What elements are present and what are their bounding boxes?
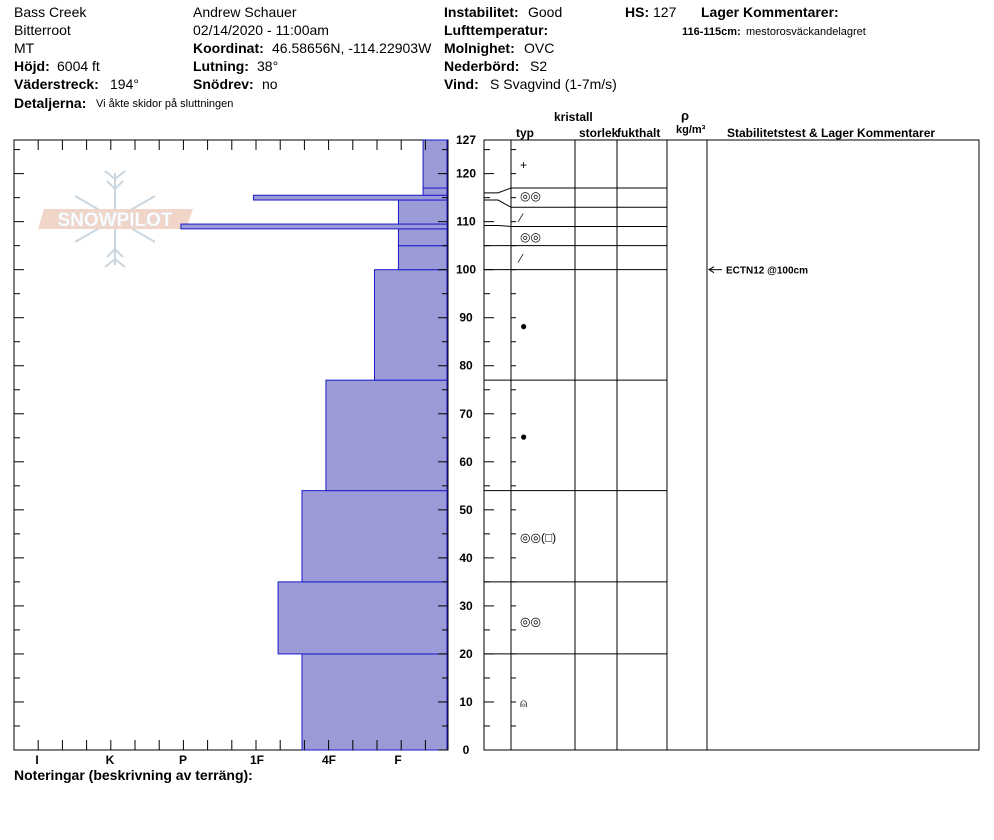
stability-column-header: Stabilitetstest & Lager Kommentarer (727, 126, 936, 140)
grain-type-symbol: ◎◎ (520, 230, 541, 244)
aspect-value: 194° (110, 76, 139, 92)
hs-value: 127 (653, 4, 677, 20)
depth-tick-label: 120 (456, 167, 476, 181)
layer-boundary-lines (484, 139, 667, 751)
grain-type-symbol: ◎◎(□) (520, 530, 556, 544)
depth-tick-label: 0 (463, 743, 470, 757)
airtemp-label: Lufttemperatur: (444, 22, 549, 38)
slope-value: 38° (257, 58, 279, 74)
datetime: 02/14/2020 - 11:00am (193, 22, 329, 38)
stability-value: Good (528, 4, 563, 20)
grain-type-symbol: ⍝ (520, 696, 527, 710)
depth-tick-label: 50 (459, 503, 473, 517)
precip-label: Nederbörd: (444, 58, 520, 74)
hardness-tick-label: 4F (322, 753, 336, 767)
grain-type-symbol: ◎◎ (520, 189, 541, 203)
hardness-tick-label: 1F (250, 753, 264, 767)
depth-tick-label: 10 (459, 695, 473, 709)
hardness-bar (397, 199, 448, 225)
type-header: typ (516, 126, 534, 140)
layer-table-frame (483, 139, 980, 751)
hardness-bar (277, 581, 448, 655)
hardness-plot-frame (13, 139, 449, 751)
moisture-header: fukthalt (617, 126, 661, 140)
hardness-bar (397, 228, 448, 247)
layer-boundary-connector (484, 199, 512, 208)
hardness-bars (180, 139, 448, 751)
hardness-bar (374, 269, 448, 381)
wind-value: S Svagvind (1-7m/s) (490, 76, 617, 92)
hardness-tick-label: I (35, 753, 38, 767)
precip-value: S2 (530, 58, 548, 74)
observer: Andrew Schauer (193, 4, 297, 20)
depth-tick-label: 70 (459, 407, 473, 421)
wind-label: Vind: (444, 76, 479, 92)
sky-label: Molnighet: (444, 40, 515, 56)
hardness-bar (397, 245, 448, 271)
layer-comment-text: mestorosväckandelagret (746, 26, 866, 38)
depth-tick-label: 90 (459, 311, 473, 325)
depth-tick-label: 80 (459, 359, 473, 373)
snowpilot-logo: SNOWPILOT (38, 170, 193, 268)
aspect-label: Väderstreck: (14, 76, 99, 92)
hardness-bar (180, 223, 448, 230)
grain-type-symbol: ● (520, 319, 527, 333)
depth-tick-label: 60 (459, 455, 473, 469)
layer-comment-range: 116-115cm: (682, 26, 741, 38)
depth-tick-label: 110 (456, 215, 476, 229)
layer-boundary-connector (484, 187, 512, 194)
hardness-tick-label: K (106, 753, 115, 767)
depth-tick-label: 20 (459, 647, 473, 661)
drift-value: no (262, 76, 278, 92)
density-unit-header: kg/m³ (676, 124, 706, 136)
stability-test-arrowhead (708, 266, 715, 274)
notes-label: Noteringar (beskrivning av terräng): (14, 767, 253, 783)
snowpilot-logo-text: SNOWPILOT (57, 210, 172, 231)
location: Bass Creek (14, 4, 87, 20)
hs-label: HS: (625, 4, 650, 20)
hardness-bar (422, 187, 448, 196)
grain-type-symbol: ⁄ (517, 252, 524, 266)
hardness-tick-label: P (179, 753, 187, 767)
size-header: storlek (579, 126, 619, 140)
grain-type-symbol: + (520, 158, 527, 172)
slope-label: Lutning: (193, 58, 249, 74)
stability-test-label: ECTN12 @100cm (726, 266, 808, 277)
stability-tests: ECTN12 @100cm (708, 266, 808, 277)
drift-label: Snödrev: (193, 76, 254, 92)
stability-label: Instabilitet: (444, 4, 519, 20)
depth-tick-label: 40 (459, 551, 473, 565)
grain-type-symbol: ● (520, 429, 527, 443)
range: Bitterroot (14, 22, 71, 38)
layer-boundary-connector (484, 224, 512, 227)
elevation-value: 6004 ft (57, 58, 100, 74)
hardness-bar (325, 379, 448, 492)
details-label: Detaljerna: (14, 95, 87, 111)
grain-type-symbols: ⍝ ◎◎ ◎◎(□) ● ● ⁄ ◎◎ ⁄ ◎◎ + (517, 158, 556, 710)
grain-type-symbol: ⁄ (517, 211, 524, 225)
grain-type-symbol: ◎◎ (520, 614, 541, 628)
state: MT (14, 40, 35, 56)
hardness-bar (301, 490, 448, 583)
hardness-tick-label: F (394, 753, 401, 767)
coord-label: Koordinat: (193, 40, 264, 56)
depth-tick-label: 30 (459, 599, 473, 613)
depth-tick-label: 100 (456, 263, 476, 277)
details-value: Vi åkte skidor på sluttningen (96, 98, 234, 110)
depth-tick-label: 127 (456, 133, 476, 147)
hardness-bar (301, 653, 448, 751)
crystal-header: kristall (554, 110, 593, 124)
coord-value: 46.58656N, -114.22903W (272, 40, 432, 56)
rho-header: ρ (681, 108, 690, 123)
layer-comments-label: Lager Kommentarer: (701, 4, 839, 20)
hardness-axis: I K P 1F 4F F (35, 140, 426, 767)
hardness-bar (422, 139, 448, 189)
elevation-label: Höjd: (14, 58, 50, 74)
hardness-bar (252, 194, 448, 201)
sky-value: OVC (524, 40, 555, 56)
